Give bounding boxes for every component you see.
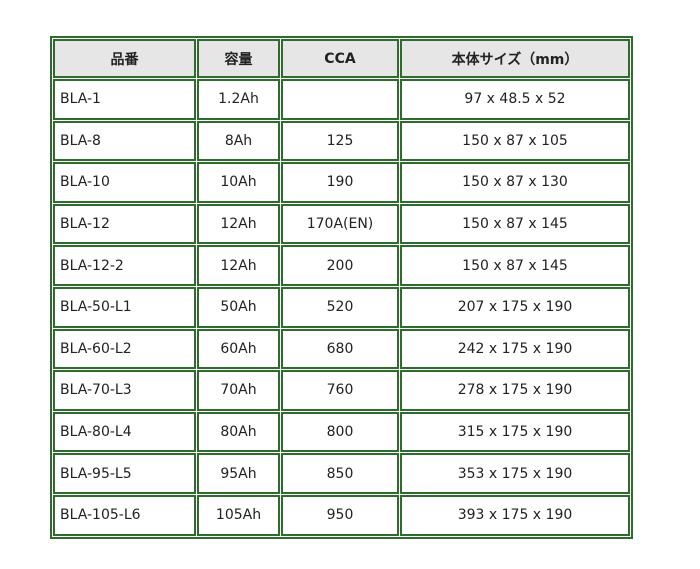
table-cell: 60Ah (197, 328, 280, 370)
spec-table: 品番 容量 CCA 本体サイズ（mm） BLA-1 1.2Ah 97 x 48.5 x 5… (50, 36, 633, 539)
table-cell: 8Ah (197, 120, 280, 162)
table-cell: 353 x 175 x 190 (400, 453, 630, 494)
table-row: BLA-60-L2 60Ah 680 242 x 175 x 190 (53, 328, 630, 370)
table-cell: BLA-95-L5 (53, 453, 196, 494)
header-cell: 品番 (53, 39, 196, 78)
table-cell: 190 (281, 162, 399, 203)
table-cell: 105Ah (197, 494, 280, 536)
table-cell: 70Ah (197, 370, 280, 411)
table-cell: 150 x 87 x 130 (400, 162, 630, 203)
table-cell: 315 x 175 x 190 (400, 411, 630, 453)
table-cell: 170A(EN) (281, 203, 399, 245)
table-cell: 150 x 87 x 145 (400, 203, 630, 245)
table-cell: 850 (281, 453, 399, 494)
table-cell: 242 x 175 x 190 (400, 328, 630, 370)
table-cell: 207 x 175 x 190 (400, 286, 630, 328)
table-row: BLA-70-L3 70Ah 760 278 x 175 x 190 (53, 370, 630, 411)
table-cell: 97 x 48.5 x 52 (400, 79, 630, 120)
table-cell: 393 x 175 x 190 (400, 494, 630, 536)
table-cell: BLA-8 (53, 120, 196, 162)
table-cell: 50Ah (197, 286, 280, 328)
header-cell: 容量 (197, 39, 280, 78)
table-cell: BLA-1 (53, 79, 196, 120)
table-cell: 1.2Ah (197, 79, 280, 120)
table-cell: 80Ah (197, 411, 280, 453)
table-row: BLA-105-L6 105Ah 950 393 x 175 x 190 (53, 494, 630, 536)
table-row: BLA-1 1.2Ah 97 x 48.5 x 52 (53, 79, 630, 120)
header-row: 品番 容量 CCA 本体サイズ（mm） (53, 39, 630, 78)
table-cell: 800 (281, 411, 399, 453)
table-cell: 95Ah (197, 453, 280, 494)
table-cell: 200 (281, 245, 399, 286)
table-cell: BLA-12 (53, 203, 196, 245)
table-cell: 950 (281, 494, 399, 536)
table-cell: 125 (281, 120, 399, 162)
table-cell: BLA-10 (53, 162, 196, 203)
table-cell: 680 (281, 328, 399, 370)
table-cell: 12Ah (197, 245, 280, 286)
table-cell: 520 (281, 286, 399, 328)
table-row: BLA-12 12Ah 170A(EN) 150 x 87 x 145 (53, 203, 630, 245)
table-cell: BLA-70-L3 (53, 370, 196, 411)
table-cell: BLA-50-L1 (53, 286, 196, 328)
table-row: BLA-50-L1 50Ah 520 207 x 175 x 190 (53, 286, 630, 328)
table-cell: 10Ah (197, 162, 280, 203)
header-cell: 本体サイズ（mm） (400, 39, 630, 78)
table-header: 品番 容量 CCA 本体サイズ（mm） (53, 39, 630, 78)
table-row: BLA-8 8Ah 125 150 x 87 x 105 (53, 120, 630, 162)
header-cell: CCA (281, 39, 399, 78)
table-cell: 150 x 87 x 145 (400, 245, 630, 286)
table-cell: 12Ah (197, 203, 280, 245)
table-row: BLA-12-2 12Ah 200 150 x 87 x 145 (53, 245, 630, 286)
table-row: BLA-95-L5 95Ah 850 353 x 175 x 190 (53, 453, 630, 494)
table-cell: 150 x 87 x 105 (400, 120, 630, 162)
table-row: BLA-10 10Ah 190 150 x 87 x 130 (53, 162, 630, 203)
table-cell: BLA-12-2 (53, 245, 196, 286)
table-body: BLA-1 1.2Ah 97 x 48.5 x 52 BLA-8 8Ah 125 150 x… (53, 79, 630, 536)
table-cell: BLA-60-L2 (53, 328, 196, 370)
table-cell: 278 x 175 x 190 (400, 370, 630, 411)
table-cell (281, 79, 399, 120)
table-row: BLA-80-L4 80Ah 800 315 x 175 x 190 (53, 411, 630, 453)
table-cell: 760 (281, 370, 399, 411)
table-cell: BLA-105-L6 (53, 494, 196, 536)
table-cell: BLA-80-L4 (53, 411, 196, 453)
